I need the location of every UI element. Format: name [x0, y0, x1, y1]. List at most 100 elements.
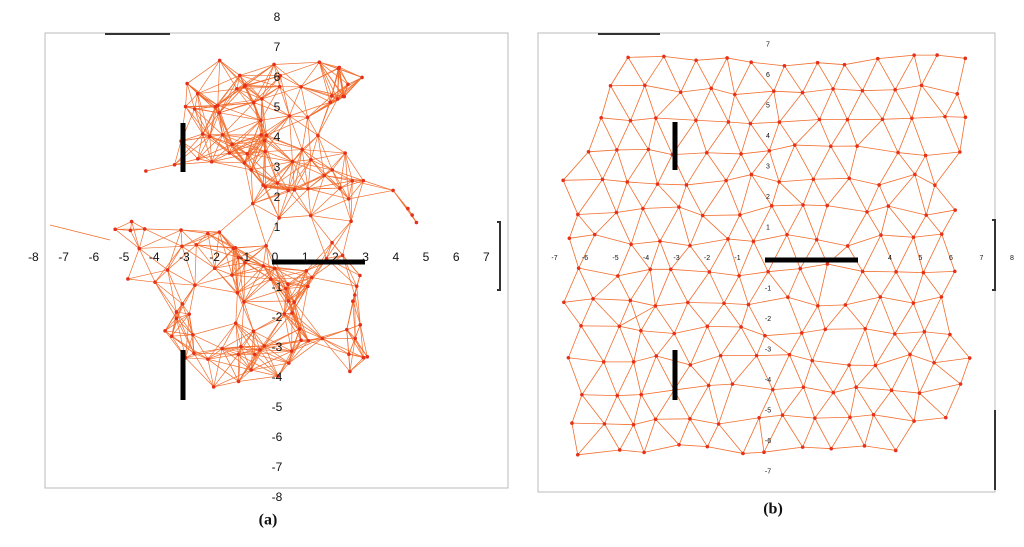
link — [867, 212, 881, 235]
node — [669, 267, 673, 271]
node — [932, 361, 936, 365]
link — [898, 118, 912, 152]
link — [311, 216, 351, 222]
node — [632, 423, 636, 427]
node — [615, 148, 619, 152]
link — [882, 118, 911, 119]
node — [727, 120, 731, 124]
link — [664, 56, 681, 92]
node — [863, 444, 867, 448]
link — [660, 241, 690, 245]
link — [849, 178, 867, 212]
node — [362, 179, 366, 183]
link — [750, 91, 773, 123]
node — [629, 299, 633, 303]
node — [258, 348, 262, 352]
link — [655, 302, 687, 305]
link — [660, 241, 671, 269]
link — [703, 216, 728, 239]
link — [803, 205, 817, 240]
link — [656, 390, 674, 419]
link — [711, 88, 728, 122]
node — [818, 118, 822, 122]
node — [798, 267, 802, 271]
link — [301, 62, 319, 87]
link — [726, 175, 751, 181]
link — [895, 90, 912, 119]
node — [601, 178, 605, 182]
link — [187, 60, 220, 83]
x-tick-label: -3 — [673, 255, 679, 262]
link — [634, 362, 642, 395]
link — [619, 306, 655, 326]
link — [308, 189, 349, 199]
node — [672, 332, 676, 336]
node — [829, 144, 833, 148]
node — [173, 163, 177, 167]
link — [896, 421, 914, 450]
node — [353, 293, 357, 297]
node — [963, 57, 967, 61]
link — [913, 234, 941, 237]
x-tick-label: 5 — [919, 255, 923, 262]
node — [801, 445, 805, 449]
link — [856, 387, 873, 415]
node — [878, 295, 882, 299]
link — [690, 365, 708, 386]
node — [192, 351, 196, 355]
node — [662, 55, 666, 59]
link — [774, 91, 803, 92]
node — [747, 303, 751, 307]
link — [322, 338, 350, 371]
link — [856, 365, 875, 387]
link — [773, 390, 783, 416]
link — [865, 329, 895, 334]
node — [309, 214, 313, 218]
link — [579, 268, 593, 299]
link — [709, 272, 724, 303]
node — [278, 85, 282, 89]
link — [945, 117, 960, 152]
link — [690, 419, 719, 424]
link — [655, 269, 670, 306]
link — [634, 356, 657, 362]
link — [619, 326, 641, 330]
node — [253, 353, 257, 357]
link — [582, 395, 617, 396]
node — [358, 274, 362, 278]
node — [259, 133, 263, 137]
link — [845, 271, 862, 304]
link — [881, 235, 914, 237]
node — [846, 244, 850, 248]
link — [322, 338, 349, 354]
x-tick-label: 7 — [980, 255, 984, 262]
node — [677, 205, 681, 209]
node — [688, 363, 692, 367]
node — [953, 270, 957, 274]
link — [740, 215, 754, 241]
link — [363, 181, 393, 191]
node — [286, 189, 290, 193]
link — [895, 85, 921, 89]
link — [941, 297, 949, 335]
link — [288, 190, 311, 215]
link — [128, 270, 168, 279]
link — [789, 355, 812, 361]
node — [410, 213, 414, 217]
node — [876, 57, 880, 61]
y-tick-label: 3 — [274, 160, 281, 174]
link — [681, 60, 696, 92]
link — [617, 121, 631, 150]
link — [602, 179, 616, 212]
node — [129, 229, 133, 233]
node — [568, 237, 572, 241]
link — [845, 305, 865, 329]
link — [619, 326, 633, 362]
link — [774, 91, 780, 122]
link — [563, 152, 588, 181]
node — [618, 448, 622, 452]
link — [352, 181, 393, 191]
x-tick-label: -6 — [88, 250, 99, 264]
link — [719, 424, 743, 453]
